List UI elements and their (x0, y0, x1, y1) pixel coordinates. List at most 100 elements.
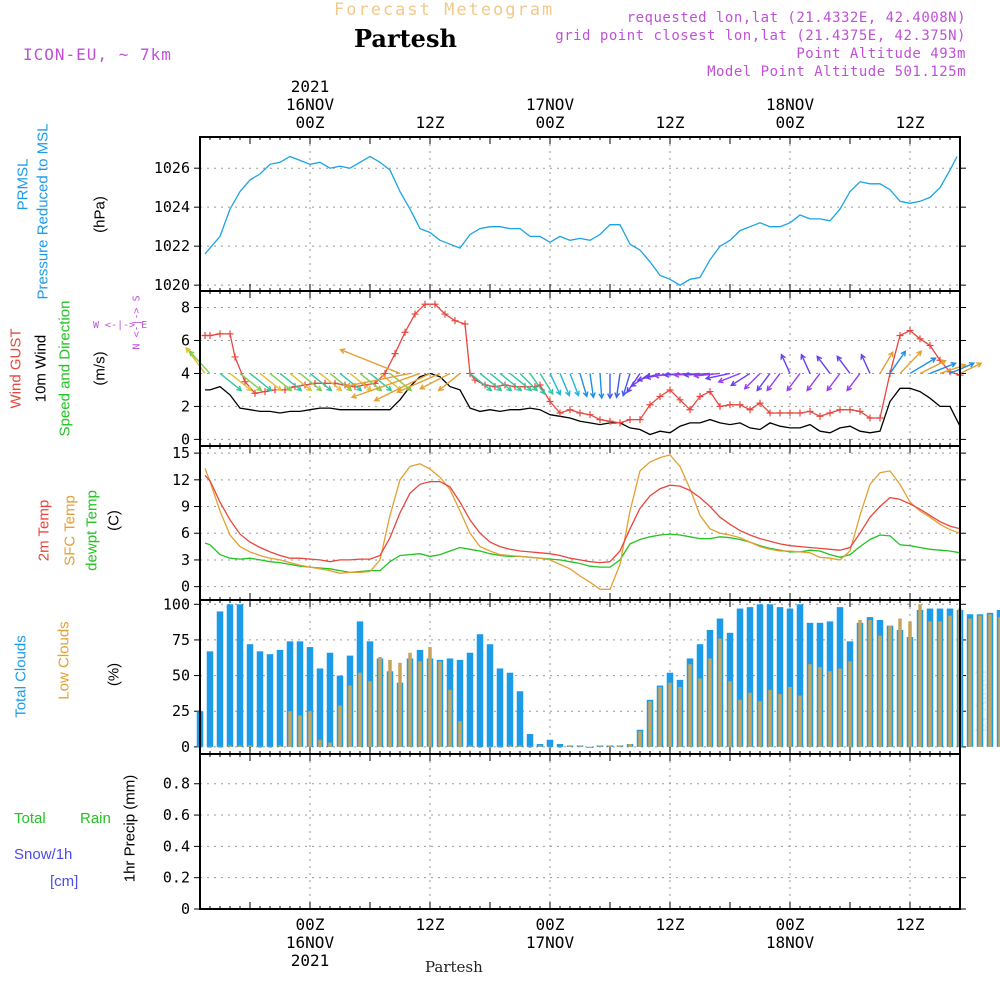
wind-ytick-label: 0 (181, 430, 190, 448)
cloud-low-bar (458, 721, 462, 747)
wind-arrow (579, 373, 588, 397)
gust-marker (646, 401, 654, 409)
gust-marker (706, 388, 714, 396)
cloud-low-bar (608, 745, 612, 747)
cloud-low-bar (778, 694, 782, 747)
wind-arrow-head (743, 383, 750, 390)
pressure-ytick-label: 1022 (154, 237, 190, 255)
wind-arrow-head (564, 390, 571, 397)
wind-arrow-head (582, 391, 589, 398)
temperature-ytick-label: 9 (181, 498, 190, 516)
cloud-low-bar (888, 625, 892, 747)
wind-arrow (816, 356, 831, 374)
gust-marker (806, 407, 814, 415)
wind-arrow-head (326, 385, 333, 392)
gust-marker (826, 409, 834, 417)
wind-arrow-head (673, 371, 680, 378)
wind-arrow (346, 372, 411, 387)
wind-arrow-head (940, 359, 947, 366)
wind-arrow (730, 372, 751, 386)
pressure-frame (199, 136, 961, 292)
cloud-low-bar (738, 699, 742, 747)
cloud-low-bar (248, 745, 252, 747)
cloud-total-bar (466, 652, 474, 747)
cloud-low-bar (968, 618, 972, 747)
wind-ytick-label: 8 (181, 298, 190, 316)
bottom-axis-time: 00Z (296, 915, 325, 934)
cloud-low-bar (228, 745, 232, 747)
cloud-total-bar (206, 651, 214, 747)
cloud-low-bar (378, 657, 382, 747)
top-axis-time: 12Z (896, 113, 925, 132)
cloud-low-bar (438, 661, 442, 747)
wind-arrow (379, 372, 402, 391)
cloud-low-bar (798, 695, 802, 747)
gust-marker (566, 406, 574, 414)
temperature-ytick-label: 6 (181, 524, 190, 542)
wind-arrow (949, 362, 975, 375)
gust-marker (596, 416, 604, 424)
cloud-low-bar (988, 614, 992, 747)
gust-marker (906, 327, 914, 335)
wind-arrow-head (976, 362, 983, 368)
top-axis-date: 17NOV (526, 95, 575, 114)
wind-arrow (800, 354, 811, 374)
wind-arrow (559, 373, 570, 396)
gust-marker (876, 414, 884, 422)
cloud-low-bar (708, 658, 712, 747)
wind-arrow-head (756, 385, 763, 392)
gust-marker (746, 406, 754, 414)
gust-marker (656, 393, 664, 401)
cloud-total-bar (786, 608, 794, 747)
wind-arrow-head (506, 385, 513, 392)
wind-arrow-head (344, 382, 352, 389)
wind-arrow (419, 372, 451, 390)
wind-arrow-head (653, 372, 660, 379)
gust-marker (206, 332, 214, 340)
wind-arrow (826, 373, 841, 391)
cloud-total-bar (776, 607, 784, 747)
wind-arrow (846, 373, 861, 391)
wind-arrow-head (766, 385, 773, 392)
gust-marker (686, 406, 694, 414)
cloud-low-bar (948, 615, 952, 747)
model-label: ICON-EU, ~ 7km (23, 45, 172, 64)
wind-arrow-head (614, 392, 621, 399)
wind-arrow-head (548, 388, 554, 396)
pressure-ytick-label: 1024 (154, 198, 190, 216)
cloud-low-bar (638, 731, 642, 747)
wind-arrow (569, 373, 580, 396)
wind-arrow-head (516, 385, 523, 392)
cloud-low-bar (308, 711, 312, 747)
t2m-line (204, 474, 961, 564)
gust-marker (461, 320, 469, 328)
wind-arrow-head (826, 385, 833, 392)
cloud-low-bar (398, 662, 402, 747)
wind-arrow (351, 372, 421, 398)
cloud-low-bar (218, 746, 222, 748)
cloud-total-bar (546, 739, 554, 747)
pressure-line (204, 155, 958, 286)
sfc-temp-line (204, 454, 961, 590)
bottom-axis-date: 16NOV (286, 933, 335, 952)
wind-arrow (909, 357, 936, 375)
wind-arrow-head (246, 385, 253, 392)
cloud-low-bar (908, 621, 912, 747)
gust-marker (896, 332, 904, 340)
wind-arrow (919, 360, 946, 375)
wind-arrow (309, 372, 332, 391)
gust-marker (776, 409, 784, 417)
wind-arrow-head (846, 385, 853, 392)
top-axis-time: 00Z (296, 113, 325, 132)
gust-marker (241, 378, 249, 386)
gust-marker (846, 406, 854, 414)
cloud-total-bar (746, 607, 754, 747)
cloud-low-bar (238, 745, 242, 747)
cloud-low-bar (848, 661, 852, 747)
wind-arrow (889, 350, 906, 374)
wind-ytick-label: 4 (181, 364, 190, 382)
cloud-low-bar (698, 678, 702, 747)
bottom-axis-time: 00Z (776, 915, 805, 934)
compass-we: W <-|-> E (93, 320, 148, 331)
